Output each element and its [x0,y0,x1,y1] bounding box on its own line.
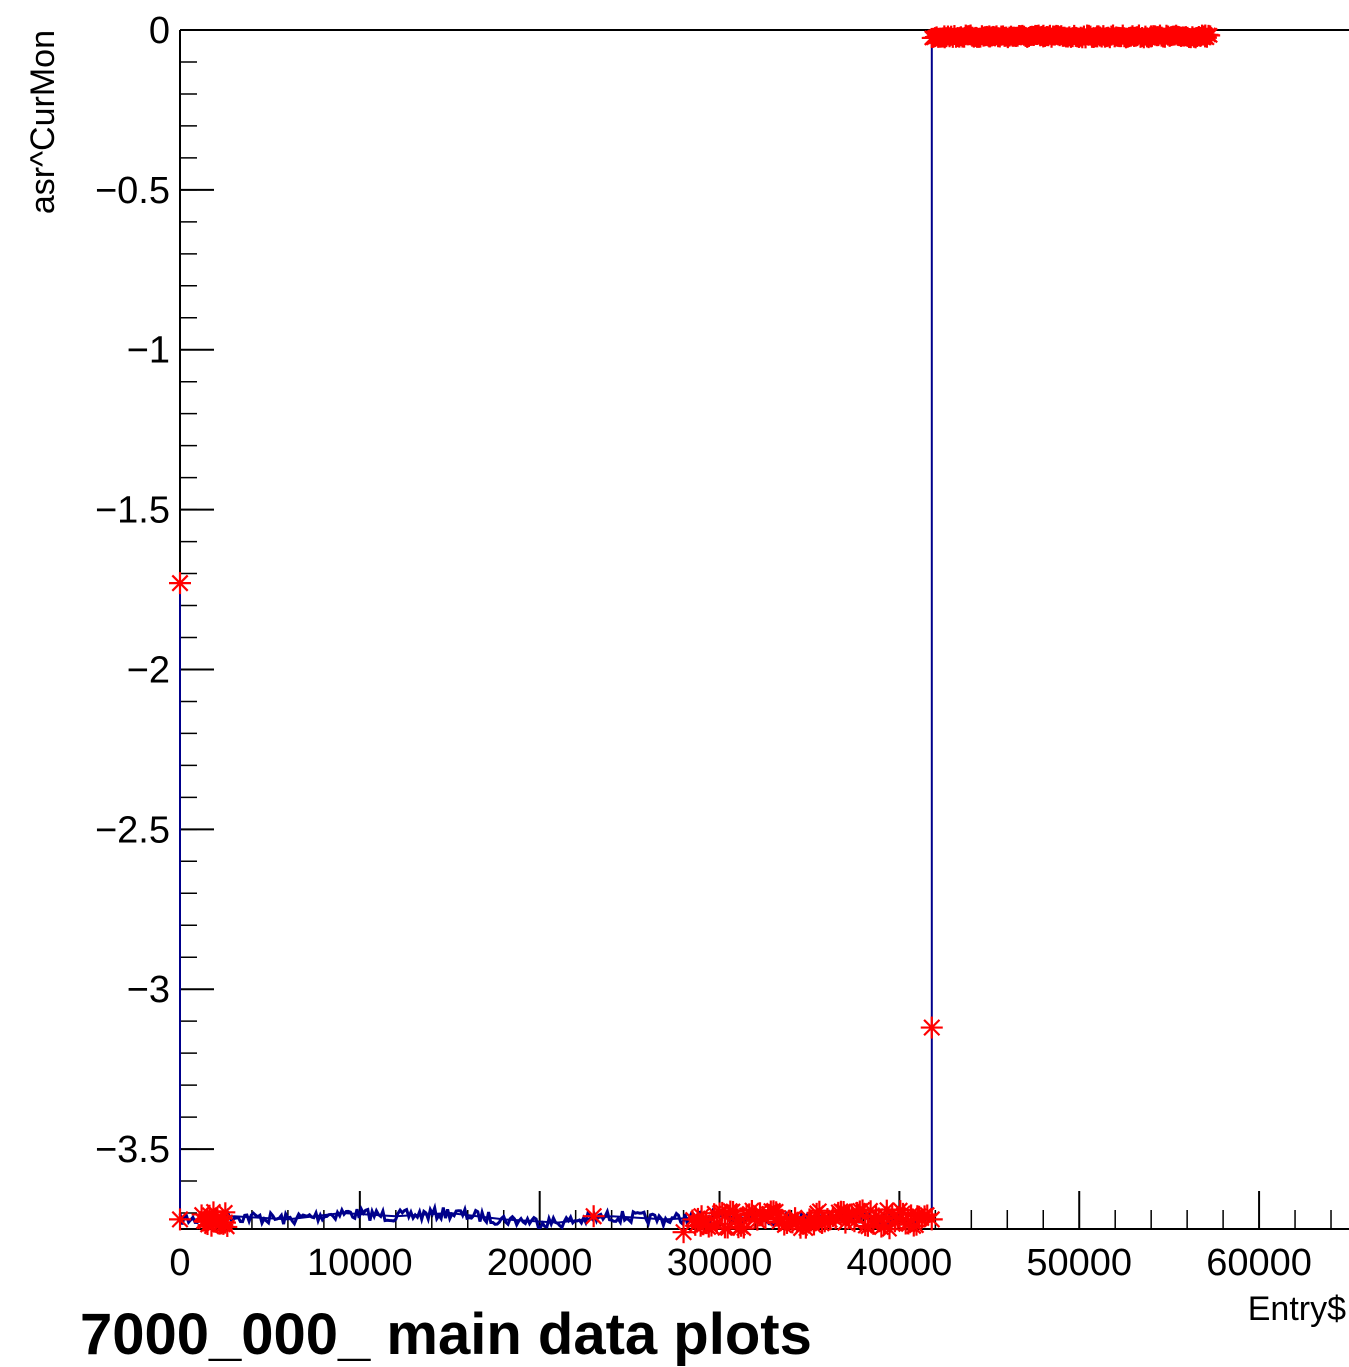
series-marker [733,1218,754,1239]
marker-stroke [217,1204,234,1221]
x-tick-label: 20000 [487,1242,593,1284]
y-tick-label: −2.5 [95,809,170,851]
marker-stroke [585,1207,603,1225]
axis-ticks [179,29,1332,1229]
y-tick-label: −1.5 [95,490,170,532]
tick-labels: 0 −0.5 −1 −1.5 −2 −2.5 −3 −3.5 0 10000 20000 30000 4… [95,10,1312,1284]
series-marker [169,1208,191,1231]
y-tick-label: −1 [127,330,170,372]
series-marker [217,1216,238,1237]
series-marker [582,1205,605,1228]
series-marker [215,1202,236,1223]
y-tick-label: −0.5 [95,170,170,212]
series-marker [1200,25,1221,46]
y-tick-label: −3.5 [95,1129,170,1171]
data-series [169,24,1221,1244]
marker-stroke [171,1210,189,1228]
marker-stroke [903,1206,919,1223]
x-tick-label: 0 [169,1242,190,1284]
chart: 0 −0.5 −1 −1.5 −2 −2.5 −3 −3.5 0 10000 20000 30000 4… [24,10,1349,1328]
marker-stroke [719,1220,736,1237]
footer-title: 7000_000_ main data plots [80,1302,812,1367]
series-marker [169,572,191,595]
x-tick-label: 50000 [1026,1242,1132,1284]
marker-stroke [1202,27,1218,44]
y-tick-label: 0 [149,10,170,52]
x-tick-label: 60000 [1206,1242,1312,1284]
marker-stroke [919,1206,936,1223]
series-marker [917,1204,938,1225]
marker-stroke [895,1205,911,1221]
marker-stroke [744,1202,760,1218]
y-tick-label: −3 [127,969,170,1011]
x-tick-label: 10000 [307,1242,413,1284]
x-axis-label: Entry$ [1248,1290,1346,1328]
x-tick-label: 40000 [847,1242,953,1284]
marker-stroke [219,1219,236,1235]
series-marker [920,1016,943,1039]
plot-frame [179,29,1349,1230]
marker-stroke [171,574,189,592]
x-tick-label: 30000 [667,1242,773,1284]
marker-stroke [811,1202,828,1219]
marker-stroke [675,1223,693,1241]
series-line [179,35,1215,1224]
y-axis-label: asr^CurMon [24,30,62,214]
marker-stroke [690,1210,706,1226]
series-marker [672,1221,695,1244]
marker-stroke [923,1019,941,1037]
y-tick-label: −2 [127,649,170,691]
